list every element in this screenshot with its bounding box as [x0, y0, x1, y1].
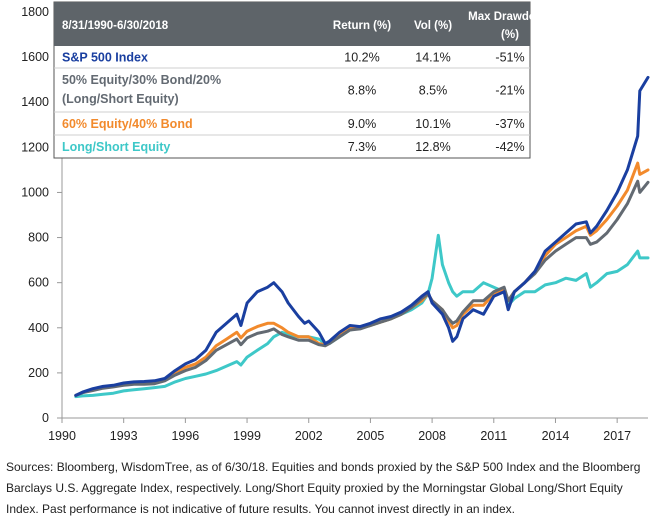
table-header-period: 8/31/1990-6/30/2018	[62, 20, 169, 32]
stats-table-header-bg	[54, 2, 530, 46]
table-cell-dd: -42%	[495, 140, 524, 154]
x-tick-label: 1996	[171, 429, 199, 443]
source-note: Sources: Bloomberg, WisdomTree, as of 6/…	[6, 460, 641, 516]
x-tick-label: 2017	[603, 429, 631, 443]
stats-table: 8/31/1990-6/30/2018 Return (%) Vol (%) Max …	[53, 1, 552, 159]
table-row-name: 60% Equity/40% Bond	[62, 117, 193, 131]
x-tick-label: 1999	[233, 429, 261, 443]
y-tick-label: 1800	[21, 5, 49, 19]
x-tick-label: 2005	[357, 429, 385, 443]
x-tick-label: 1993	[110, 429, 138, 443]
y-tick-label: 0	[42, 411, 49, 425]
table-cell-dd: -21%	[495, 84, 524, 98]
series-lines	[74, 75, 650, 399]
table-cell-vol: 12.8%	[415, 140, 450, 154]
y-tick-label: 1000	[21, 185, 49, 199]
series-line-1	[74, 179, 650, 397]
table-row-name: 50% Equity/30% Bond/20%	[62, 73, 221, 87]
y-tick-label: 200	[28, 366, 49, 380]
table-row-name: Long/Short Equity	[62, 140, 170, 154]
table-cell-dd: -51%	[495, 51, 524, 65]
table-cell-return: 10.2%	[344, 51, 379, 65]
table-header-drawdown: Max Drawdown (%)	[468, 11, 552, 41]
table-header-vol: Vol (%)	[414, 20, 452, 32]
table-cell-dd: -37%	[495, 117, 524, 131]
x-axis: 1990 1993 1996 1999 2002 2005 2008 2011 2014 2017	[48, 417, 648, 443]
table-cell-return: 8.8%	[348, 84, 377, 98]
table-row-name: (Long/Short Equity)	[62, 92, 179, 106]
table-cell-vol: 14.1%	[415, 51, 450, 65]
table-cell-return: 7.3%	[348, 140, 377, 154]
y-tick-label: 800	[28, 231, 49, 245]
y-tick-label: 400	[28, 321, 49, 335]
table-cell-vol: 8.5%	[419, 84, 448, 98]
x-tick-label: 2008	[418, 429, 446, 443]
y-axis: 0 200 400 600 800 1000 1200 1400 1600 1800	[21, 5, 63, 425]
table-row-name: S&P 500 Index	[62, 51, 148, 65]
x-tick-label: 1990	[48, 429, 76, 443]
x-tick-label: 2002	[295, 429, 323, 443]
series-line-3	[74, 233, 650, 399]
y-tick-label: 1200	[21, 140, 49, 154]
table-header-return: Return (%)	[333, 20, 391, 32]
y-tick-label: 600	[28, 276, 49, 290]
series-line-0	[74, 75, 650, 397]
table-cell-return: 9.0%	[348, 117, 377, 131]
table-cell-vol: 10.1%	[415, 117, 450, 131]
x-tick-label: 2011	[480, 429, 507, 443]
y-tick-label: 1600	[21, 50, 49, 64]
x-tick-label: 2014	[542, 429, 570, 443]
y-tick-label: 1400	[21, 95, 49, 109]
